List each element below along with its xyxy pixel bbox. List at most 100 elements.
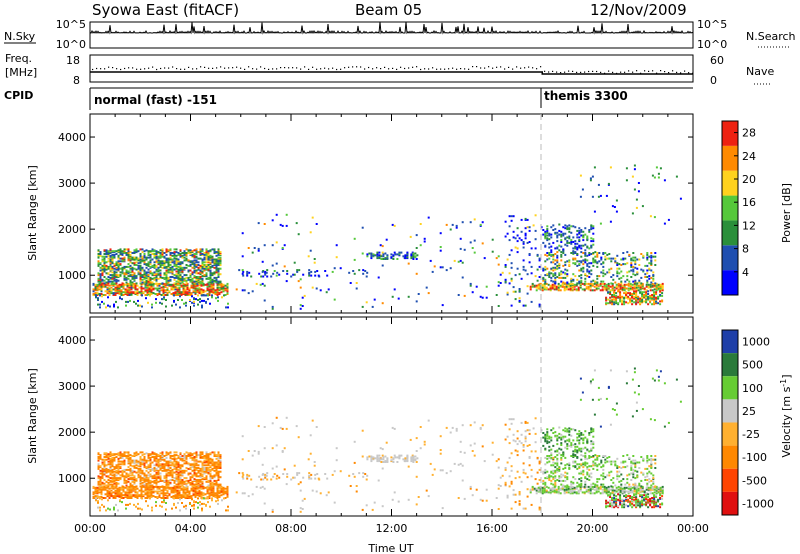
data-cell bbox=[560, 276, 563, 279]
data-cell bbox=[147, 483, 150, 486]
data-cell bbox=[104, 285, 107, 288]
data-cell bbox=[181, 459, 184, 462]
data-cell bbox=[634, 263, 637, 266]
data-cell bbox=[121, 259, 124, 262]
data-cell bbox=[181, 254, 184, 257]
data-cell bbox=[629, 299, 632, 302]
data-cell bbox=[215, 500, 217, 503]
data-cell bbox=[165, 456, 168, 459]
data-cell bbox=[615, 287, 618, 290]
data-cell bbox=[563, 285, 566, 288]
data-cell bbox=[459, 247, 462, 250]
data-cell bbox=[630, 269, 633, 272]
data-cell bbox=[146, 294, 149, 296]
data-cell bbox=[314, 270, 317, 273]
data-cell bbox=[654, 259, 657, 262]
data-cell bbox=[143, 253, 146, 255]
data-cell bbox=[193, 478, 196, 481]
data-cell bbox=[111, 464, 114, 467]
data-cell bbox=[308, 474, 311, 477]
data-cell bbox=[104, 493, 107, 496]
data-cell bbox=[131, 477, 134, 480]
data-cell bbox=[108, 289, 111, 292]
data-cell bbox=[167, 261, 170, 264]
data-cell bbox=[136, 290, 139, 293]
data-cell bbox=[148, 493, 151, 496]
data-cell bbox=[177, 463, 180, 466]
data-cell bbox=[613, 286, 616, 289]
data-cell bbox=[257, 222, 260, 225]
data-cell bbox=[504, 235, 507, 238]
data-cell bbox=[92, 496, 95, 498]
data-cell bbox=[439, 266, 442, 269]
data-cell bbox=[272, 475, 275, 478]
nave-dot bbox=[520, 67, 522, 69]
ytick-label: 1000 bbox=[58, 269, 86, 282]
data-cell bbox=[159, 249, 162, 252]
data-cell bbox=[217, 262, 220, 265]
data-cell bbox=[159, 274, 162, 277]
data-cell bbox=[119, 453, 122, 456]
data-cell bbox=[127, 475, 130, 478]
data-cell bbox=[151, 475, 154, 478]
data-cell bbox=[510, 266, 513, 269]
data-cell bbox=[251, 493, 254, 496]
data-cell bbox=[105, 266, 108, 269]
data-cell bbox=[139, 478, 142, 481]
velocity-scatter bbox=[92, 367, 682, 513]
data-cell bbox=[557, 286, 560, 289]
data-cell bbox=[144, 294, 147, 296]
data-cell bbox=[653, 294, 656, 297]
data-cell bbox=[645, 300, 648, 303]
data-cell bbox=[96, 495, 99, 498]
data-cell bbox=[539, 282, 542, 285]
data-cell bbox=[179, 456, 182, 458]
data-cell bbox=[139, 258, 142, 261]
data-cell bbox=[119, 451, 122, 454]
data-cell bbox=[142, 485, 145, 488]
data-cell bbox=[187, 249, 190, 252]
data-cell bbox=[641, 298, 644, 301]
data-cell bbox=[620, 264, 623, 266]
data-cell bbox=[165, 468, 168, 471]
data-cell bbox=[376, 257, 379, 260]
data-cell bbox=[204, 283, 207, 286]
data-cell bbox=[590, 262, 593, 265]
data-cell bbox=[635, 206, 638, 209]
power-ylabel: Slant Range [km] bbox=[26, 165, 39, 261]
data-cell bbox=[135, 453, 138, 456]
data-cell bbox=[299, 286, 302, 289]
data-cell bbox=[217, 479, 220, 481]
data-cell bbox=[570, 225, 573, 228]
data-cell bbox=[175, 470, 178, 473]
data-cell bbox=[226, 491, 229, 494]
data-cell bbox=[226, 288, 229, 291]
data-cell bbox=[216, 290, 219, 293]
data-cell bbox=[113, 303, 115, 306]
nave-tick-top: 60 bbox=[710, 54, 724, 67]
data-cell bbox=[210, 493, 213, 496]
data-cell bbox=[514, 274, 517, 277]
data-cell bbox=[495, 257, 498, 260]
data-cell bbox=[538, 305, 541, 308]
nave-dot bbox=[660, 70, 662, 72]
data-cell bbox=[548, 271, 551, 274]
data-cell bbox=[201, 264, 204, 266]
data-cell bbox=[145, 263, 148, 266]
data-cell bbox=[146, 494, 149, 497]
data-cell bbox=[103, 468, 106, 471]
data-cell bbox=[275, 465, 278, 468]
data-cell bbox=[108, 492, 111, 495]
data-cell bbox=[119, 267, 122, 270]
data-cell bbox=[165, 299, 167, 301]
data-cell bbox=[615, 283, 618, 286]
data-cell bbox=[107, 470, 110, 473]
data-cell bbox=[121, 475, 124, 478]
data-cell bbox=[165, 261, 168, 264]
data-cell bbox=[136, 491, 139, 494]
data-cell bbox=[199, 273, 202, 276]
data-cell bbox=[107, 250, 110, 253]
data-cell bbox=[281, 224, 284, 227]
data-cell bbox=[121, 469, 124, 472]
data-cell bbox=[409, 235, 412, 238]
